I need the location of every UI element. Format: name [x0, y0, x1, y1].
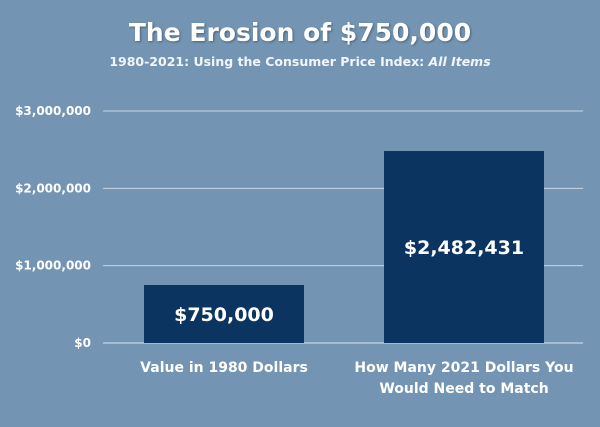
y-tick-label: $2,000,000	[15, 181, 91, 195]
y-tick-label: $0	[74, 336, 91, 350]
chart-title: The Erosion of $750,000	[128, 18, 472, 47]
bar-data-label: $2,482,431	[404, 237, 524, 259]
x-category-label: How Many 2021 Dollars You	[354, 360, 573, 376]
y-tick-label: $3,000,000	[15, 104, 91, 118]
x-category-label: Value in 1980 Dollars	[140, 360, 308, 376]
x-category-label: Would Need to Match	[379, 381, 548, 397]
bar-data-label: $750,000	[174, 304, 274, 326]
chart-subtitle: 1980-2021: Using the Consumer Price Inde…	[0, 54, 600, 69]
y-tick-label: $1,000,000	[15, 259, 91, 273]
subtitle-text: 1980-2021: Using the Consumer Price Inde…	[109, 54, 429, 69]
subtitle-emphasis: All Items	[428, 54, 491, 69]
bar	[144, 285, 304, 343]
bar	[384, 151, 544, 343]
